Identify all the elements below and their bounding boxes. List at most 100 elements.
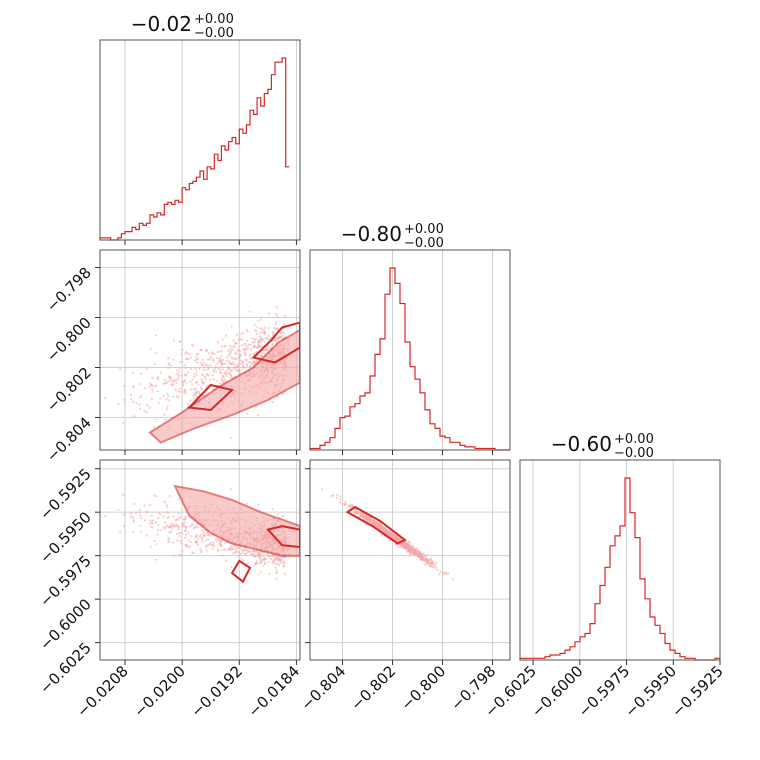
scatter-point <box>248 354 251 357</box>
scatter-point <box>149 546 152 549</box>
scatter-point <box>167 380 171 383</box>
scatter-point <box>199 551 203 554</box>
scatter-point <box>202 394 205 397</box>
scatter-point <box>220 350 223 353</box>
scatter-point <box>217 367 220 370</box>
scatter-point <box>254 555 258 559</box>
scatter-point <box>155 334 158 337</box>
scatter-point <box>162 526 165 529</box>
scatter-point <box>271 507 274 511</box>
scatter-point <box>401 546 405 549</box>
scatter-point <box>228 348 231 351</box>
scatter-point <box>413 550 416 553</box>
scatter-point <box>189 380 192 383</box>
scatter-point <box>153 425 156 429</box>
contour-line <box>187 383 235 412</box>
panel-frame <box>309 459 511 661</box>
scatter-point <box>232 362 236 366</box>
scatter-point <box>196 544 200 547</box>
scatter-point <box>148 382 152 385</box>
scatter-point <box>155 495 158 498</box>
scatter-point <box>257 319 260 322</box>
scatter-point <box>263 558 266 561</box>
scatter-point <box>212 378 215 381</box>
scatter-point <box>224 541 227 544</box>
scatter-point <box>150 514 153 518</box>
scatter-point <box>180 374 183 377</box>
scatter-point <box>423 555 426 558</box>
scatter-point <box>180 353 183 356</box>
scatter-point <box>207 352 211 355</box>
scatter-point <box>156 533 159 536</box>
x-tick-label: −0.0200 <box>130 662 189 721</box>
scatter-point <box>248 572 251 575</box>
scatter-point <box>263 340 266 343</box>
scatter-point <box>205 363 208 366</box>
scatter-point <box>201 358 205 362</box>
scatter-point <box>149 347 152 350</box>
scatter-point <box>159 371 162 374</box>
scatter-point <box>272 559 275 562</box>
scatter-point <box>281 514 284 518</box>
scatter-point <box>133 502 136 506</box>
scatter-point <box>216 351 219 354</box>
scatter-point <box>403 544 406 547</box>
scatter-point <box>159 513 162 516</box>
scatter-point <box>176 369 179 372</box>
scatter-point <box>404 546 407 549</box>
scatter-point <box>130 397 133 401</box>
scatter-point <box>135 401 138 405</box>
scatter-point <box>220 364 223 367</box>
scatter-point <box>240 333 243 336</box>
scatter-point <box>166 506 169 509</box>
scatter-point <box>253 344 256 347</box>
scatter-point <box>248 352 252 356</box>
scatter-point <box>283 565 286 568</box>
scatter-point <box>237 554 241 558</box>
scatter-point <box>230 325 233 328</box>
scatter-point <box>377 522 380 525</box>
scatter-point <box>215 370 218 373</box>
scatter-point <box>182 384 185 387</box>
scatter-point <box>258 552 261 555</box>
scatter-point <box>132 519 135 522</box>
scatter-point <box>416 548 419 551</box>
scatter-point <box>184 526 188 529</box>
scatter-point <box>249 364 252 367</box>
scatter-point <box>390 534 394 537</box>
scatter-point <box>276 562 279 566</box>
scatter-point <box>246 562 249 565</box>
scatter-point <box>223 344 226 348</box>
scatter-point <box>230 346 233 349</box>
scatter-point <box>430 560 434 563</box>
scatter-point <box>410 548 413 551</box>
scatter-point <box>239 338 242 341</box>
panel-frame <box>519 459 721 661</box>
scatter-point <box>256 354 260 357</box>
scatter-point <box>168 531 171 534</box>
scatter-point <box>390 531 393 534</box>
scatter-point <box>373 522 376 525</box>
scatter-point <box>184 351 188 354</box>
scatter-point <box>192 398 195 401</box>
scatter-point <box>339 495 342 498</box>
scatter-point <box>434 566 438 569</box>
panel-title-value: −0.80 <box>341 222 402 246</box>
scatter-point <box>175 379 178 382</box>
scatter-point <box>257 573 260 576</box>
scatter-point <box>388 534 391 537</box>
scatter-point <box>194 387 197 391</box>
scatter-point <box>194 541 197 544</box>
data-layer <box>99 57 720 661</box>
scatter-point <box>212 368 215 371</box>
scatter-point <box>218 542 222 545</box>
scatter-point <box>331 494 335 497</box>
scatter-point <box>204 378 207 381</box>
scatter-point <box>176 518 180 521</box>
scatter-point <box>398 538 402 541</box>
scatter-point <box>249 550 252 553</box>
scatter-point <box>261 564 264 567</box>
scatter-point <box>250 348 253 351</box>
scatter-x1-x0 <box>104 306 300 444</box>
scatter-point <box>131 400 135 403</box>
